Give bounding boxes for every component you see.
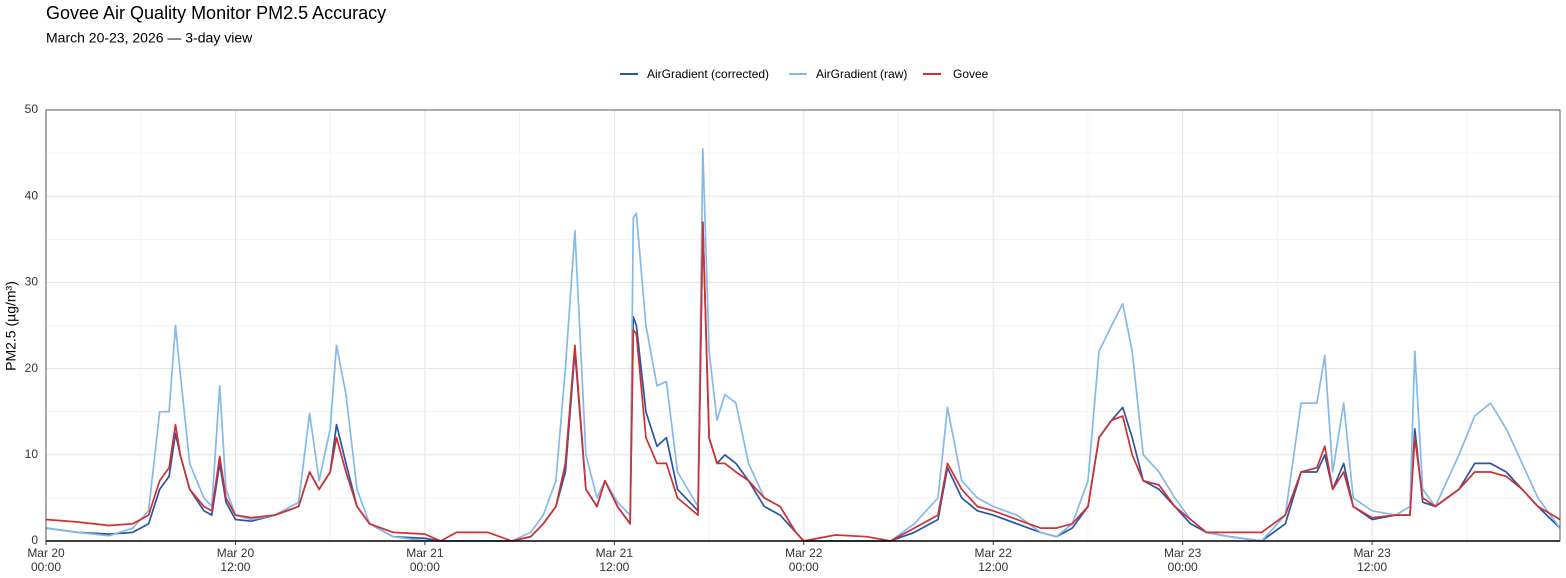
chart-subtitle: March 20-23, 2026 — 3-day view [46,30,253,46]
x-tick-label-line: 12:00 [599,560,629,574]
series-line [45,147,1561,542]
legend-label: Govee [953,67,989,81]
legend-label: AirGradient (raw) [816,67,907,81]
x-tick-label-line: 12:00 [1357,560,1387,574]
y-tick-label: 10 [25,447,39,461]
x-tick-label-line: 00:00 [410,560,440,574]
y-tick-label: 20 [25,361,39,375]
y-tick-label: 0 [31,533,38,547]
x-tick-label-line: Mar 23 [1164,546,1202,560]
x-tick-label: Mar 21 12:00 [596,546,634,574]
x-tick-label-line: 00:00 [1168,560,1198,574]
x-tick-label-line: Mar 22 [785,546,823,560]
y-tick-label: 30 [25,275,39,289]
legend: AirGradient (corrected) AirGradient (raw)… [620,67,989,81]
y-axis-label: PM2.5 (µg/m³) [3,281,19,371]
grid [45,109,1560,542]
series-line [45,221,1561,542]
y-tick-label: 40 [25,188,39,202]
x-tick-label-line: Mar 23 [1353,546,1391,560]
x-tick-label: Mar 22 12:00 [975,546,1013,574]
x-tick-label-line: Mar 21 [596,546,634,560]
x-tick-label-line: Mar 21 [406,546,444,560]
x-tick-label: Mar 22 00:00 [785,546,823,574]
x-tick-label: Mar 20 00:00 [27,546,65,574]
x-tick-label-line: 12:00 [978,560,1008,574]
x-tick-label: Mar 20 12:00 [217,546,255,574]
x-tick-label-line: 00:00 [789,560,819,574]
chart-title: Govee Air Quality Monitor PM2.5 Accuracy [46,3,386,23]
lines [45,147,1561,542]
x-tick-label: Mar 21 00:00 [406,546,444,574]
x-tick-label-line: Mar 20 [27,546,65,560]
y-tick-label: 50 [25,102,39,116]
x-tick-label: Mar 23 12:00 [1353,546,1391,574]
x-tick-label-line: Mar 20 [217,546,255,560]
series-line [45,221,1561,542]
x-tick-label-line: 00:00 [31,560,61,574]
x-tick-label-line: 12:00 [220,560,250,574]
x-tick-label: Mar 23 00:00 [1164,546,1202,574]
x-tick-label-line: Mar 22 [975,546,1013,560]
legend-label: AirGradient (corrected) [647,67,769,81]
